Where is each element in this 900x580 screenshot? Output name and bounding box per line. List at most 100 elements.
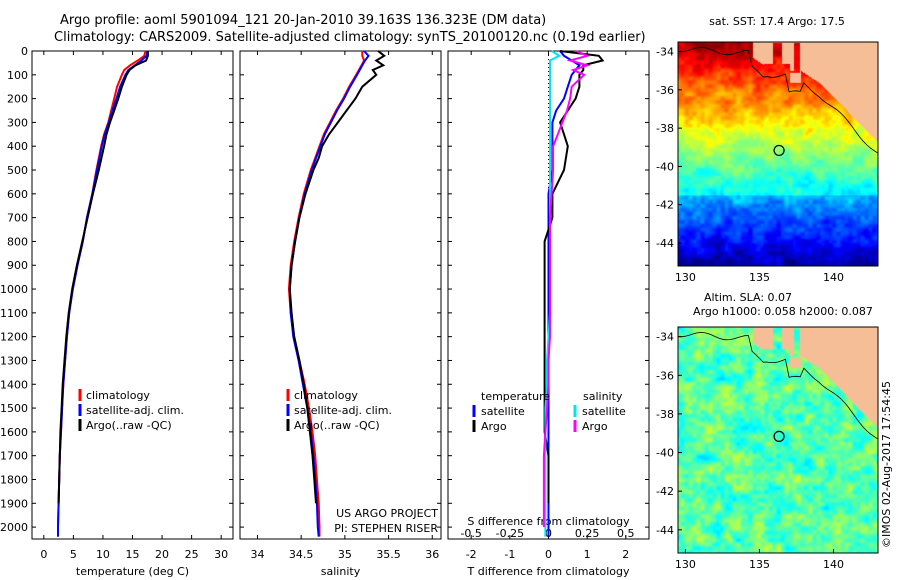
- x-tick-label: 30: [214, 548, 228, 561]
- depth-tick-label: 2000: [0, 521, 28, 534]
- sla-field: [678, 327, 878, 553]
- argo-location-marker: [773, 430, 785, 442]
- depth-tick-label: 1800: [0, 473, 28, 486]
- depth-tick-label: 1400: [0, 378, 28, 391]
- imos-timestamp: ©IMOS 02-Aug-2017 17:54:45: [880, 381, 893, 548]
- x-tick-label: 0: [40, 548, 47, 561]
- map-y-tick-label: -38: [656, 408, 674, 421]
- s-tick-label: 0.25: [575, 527, 600, 540]
- depth-tick-label: 700: [7, 212, 28, 225]
- legend-group-title: temperature: [481, 390, 550, 403]
- depth-tick-label: 1300: [0, 354, 28, 367]
- depth-tick-label: 1600: [0, 426, 28, 439]
- depth-tick-label: 600: [7, 188, 28, 201]
- x-tick-label: -1: [504, 548, 515, 561]
- depth-tick-label: 1900: [0, 497, 28, 510]
- map-y-tick-label: -34: [656, 46, 674, 59]
- sst-field: [678, 42, 878, 266]
- map-x-tick-label: 140: [823, 271, 844, 284]
- x-tick-label: 10: [96, 548, 110, 561]
- depth-tick-label: 1100: [0, 307, 28, 320]
- x-tick-label: 35: [338, 548, 352, 561]
- x-tick-label: 2: [622, 548, 629, 561]
- salinity-panel: 34 34.5 35 35.5 36 salinity climatology satelli…: [239, 50, 442, 578]
- sla-map-title-1: Altim. SLA: 0.07: [704, 291, 792, 304]
- s-tick-label: -0.25: [496, 527, 524, 540]
- depth-tick-label: 200: [7, 93, 28, 106]
- legend-label: climatology: [294, 389, 358, 402]
- series-argo-raw-qc-: [57, 51, 149, 504]
- map-y-tick-label: -44: [656, 524, 674, 537]
- temperature-panel-frame: [31, 50, 234, 540]
- figure-title-line-2: Climatology: CARS2009. Satellite-adjuste…: [54, 30, 646, 45]
- map-x-tick-label: 130: [675, 558, 696, 571]
- annotation: PI: STEPHEN RISER: [334, 522, 438, 535]
- depth-tick-label: 1500: [0, 402, 28, 415]
- x-tick-label: 35.5: [376, 548, 401, 561]
- series-salinity-argo: [542, 50, 591, 528]
- sst-map-title: sat. SST: 17.4 Argo: 17.5: [709, 15, 845, 28]
- series-temperature-satellite: [547, 50, 581, 537]
- legend-label: Argo: [481, 420, 507, 433]
- depth-tick-label: 300: [7, 116, 28, 129]
- legend-label: Argo(..raw -QC): [294, 419, 380, 432]
- map-y-tick-label: -36: [656, 369, 674, 382]
- argo-location-marker: [773, 144, 785, 157]
- difference-panel: -2 -1 0 1 2 T difference from climatology -0.5…: [447, 50, 650, 578]
- depth-tick-label: 900: [7, 259, 28, 272]
- x-tick-label: 34: [250, 548, 264, 561]
- difference-panel-xlabel: T difference from climatology: [467, 565, 630, 578]
- temperature-panel: 0 100 200 300 400 500 600 700 800 900 1000 1100 1200…: [0, 45, 234, 578]
- shelf-contour: [677, 332, 879, 440]
- salinity-panel-frame: [239, 50, 442, 540]
- depth-tick-label: 500: [7, 164, 28, 177]
- x-tick-label: 20: [155, 548, 169, 561]
- map-x-tick-label: 140: [823, 558, 844, 571]
- legend-label: satellite: [582, 405, 626, 418]
- map-x-tick-label: 135: [749, 271, 770, 284]
- s-tick-label: -0.5: [460, 527, 481, 540]
- depth-tick-label: 1200: [0, 331, 28, 344]
- map-y-tick-label: -40: [656, 447, 674, 460]
- map-x-tick-label: 130: [675, 271, 696, 284]
- depth-tick-label: 1700: [0, 450, 28, 463]
- sst-map: sat. SST: 17.4 Argo: 17.5 130 135 140 -34 -3…: [656, 15, 879, 284]
- x-tick-label: 0: [545, 548, 552, 561]
- series-climatology: [287, 51, 366, 537]
- legend-group-title: salinity: [583, 390, 623, 403]
- map-y-tick-label: -34: [656, 331, 674, 344]
- x-tick-label: 15: [126, 548, 140, 561]
- annotation: US ARGO PROJECT: [336, 507, 438, 520]
- depth-tick-label: 800: [7, 235, 28, 248]
- legend-label: satellite: [481, 405, 525, 418]
- map-y-tick-label: -38: [656, 122, 674, 135]
- depth-tick-label: 400: [7, 140, 28, 153]
- salinity-panel-xlabel: salinity: [321, 565, 361, 578]
- map-y-tick-label: -42: [656, 485, 674, 498]
- map-y-tick-label: -44: [656, 237, 674, 250]
- map-y-tick-label: -40: [656, 160, 674, 173]
- map-y-tick-label: -42: [656, 199, 674, 212]
- x-tick-label: -2: [466, 548, 477, 561]
- legend-label: Argo(..raw -QC): [86, 419, 172, 432]
- figure-title-line-1: Argo profile: aoml 5901094_121 20-Jan-20…: [60, 13, 547, 28]
- x-tick-label: 25: [185, 548, 199, 561]
- x-tick-label: 1: [584, 548, 591, 561]
- shelf-contour: [677, 46, 879, 154]
- series-argo-raw-qc-: [288, 50, 386, 504]
- x-tick-label: 5: [70, 548, 77, 561]
- s-tick-label: 0.5: [617, 527, 635, 540]
- legend-label: satellite-adj. clim.: [294, 404, 392, 417]
- sla-map-title-2: Argo h1000: 0.058 h2000: 0.087: [693, 305, 873, 318]
- depth-tick-label: 100: [7, 69, 28, 82]
- depth-tick-label: 1000: [0, 283, 28, 296]
- x-tick-label: 34.5: [289, 548, 314, 561]
- legend-label: climatology: [86, 389, 150, 402]
- sla-map: Altim. SLA: 0.07 Argo h1000: 0.058 h2000…: [656, 291, 879, 571]
- series-satellite-adj-clim-: [288, 50, 370, 537]
- map-y-tick-label: -36: [656, 84, 674, 97]
- temperature-panel-xlabel: temperature (deg C): [76, 565, 189, 578]
- legend-label: Argo: [582, 420, 608, 433]
- map-x-tick-label: 135: [749, 558, 770, 571]
